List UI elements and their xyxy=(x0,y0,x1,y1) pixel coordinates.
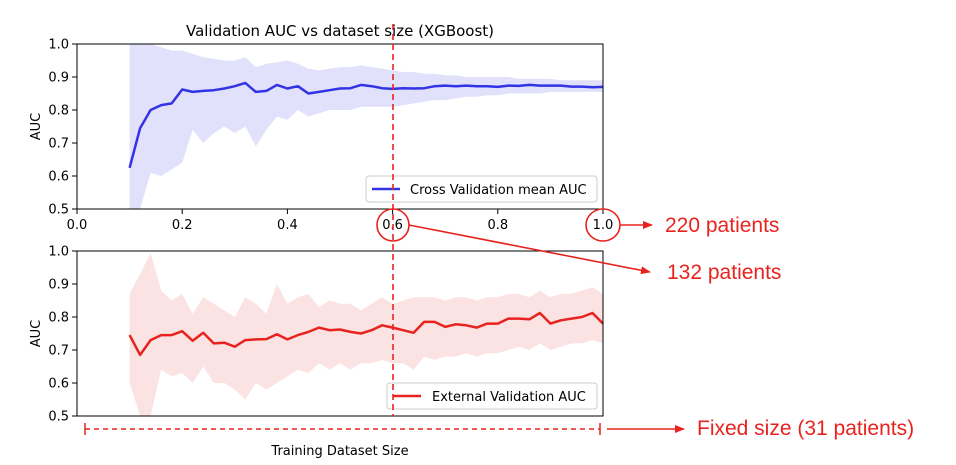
bottom-y-tick-label: 0.6 xyxy=(48,377,69,392)
arrow-132-patients xyxy=(408,224,651,275)
external-confidence-band xyxy=(129,252,603,416)
top-y-axis-label: AUC xyxy=(29,113,44,141)
top-x-tick-label: 1.0 xyxy=(593,218,614,233)
top-y-tick-label: 0.8 xyxy=(48,104,69,119)
top-legend-label: Cross Validation mean AUC xyxy=(410,183,587,198)
top-plot-area xyxy=(76,43,604,210)
top-y-tick-label: 1.0 xyxy=(48,38,69,53)
training-size-bracket xyxy=(84,423,601,435)
bottom-y-tick-label: 1.0 xyxy=(48,245,69,260)
top-y-tick-label: 0.7 xyxy=(48,137,69,152)
bottom-legend-label: External Validation AUC xyxy=(432,390,586,405)
label-220-patients: 220 patients xyxy=(665,214,779,237)
bottom-y-ticks: 0.5 0.6 0.7 0.8 0.9 1.0 xyxy=(48,245,77,425)
label-132-patients: 132 patients xyxy=(667,261,781,284)
top-legend-box xyxy=(365,175,598,203)
bottom-legend-box xyxy=(386,382,598,410)
top-x-tick-label: 0.2 xyxy=(172,218,193,233)
top-legend: Cross Validation mean AUC xyxy=(365,175,598,203)
bottom-legend: External Validation AUC xyxy=(386,382,598,410)
top-y-tick-label: 0.6 xyxy=(48,170,69,185)
cv-mean-auc-line xyxy=(128,81,604,169)
bottom-y-axis-label: AUC xyxy=(29,320,44,348)
external-auc-line xyxy=(128,311,604,357)
top-y-tick-label: 0.9 xyxy=(48,71,69,86)
bottom-axes-frame xyxy=(76,250,604,417)
bottom-y-tick-label: 0.8 xyxy=(48,311,69,326)
label-fixed-size: Fixed size (31 patients) xyxy=(697,417,914,440)
top-x-tick-label: 0.8 xyxy=(487,218,508,233)
top-x-ticks: 0.00.20.40.60.81.0 xyxy=(67,209,614,233)
top-axes-frame xyxy=(76,43,604,210)
top-x-tick-label: 0.0 xyxy=(67,218,88,233)
bottom-y-tick-label: 0.5 xyxy=(48,410,69,425)
bottom-x-axis-label: Training Dataset Size xyxy=(270,444,408,459)
bottom-y-tick-label: 0.9 xyxy=(48,278,69,293)
bottom-plot-area xyxy=(76,250,604,417)
top-y-ticks: 0.5 0.6 0.7 0.8 0.9 1.0 xyxy=(48,38,77,218)
top-x-tick-label: 0.4 xyxy=(277,218,298,233)
bottom-y-tick-label: 0.7 xyxy=(48,344,69,359)
top-y-tick-label: 0.5 xyxy=(48,203,69,218)
top-chart-title: Validation AUC vs dataset size (XGBoost) xyxy=(186,22,494,40)
